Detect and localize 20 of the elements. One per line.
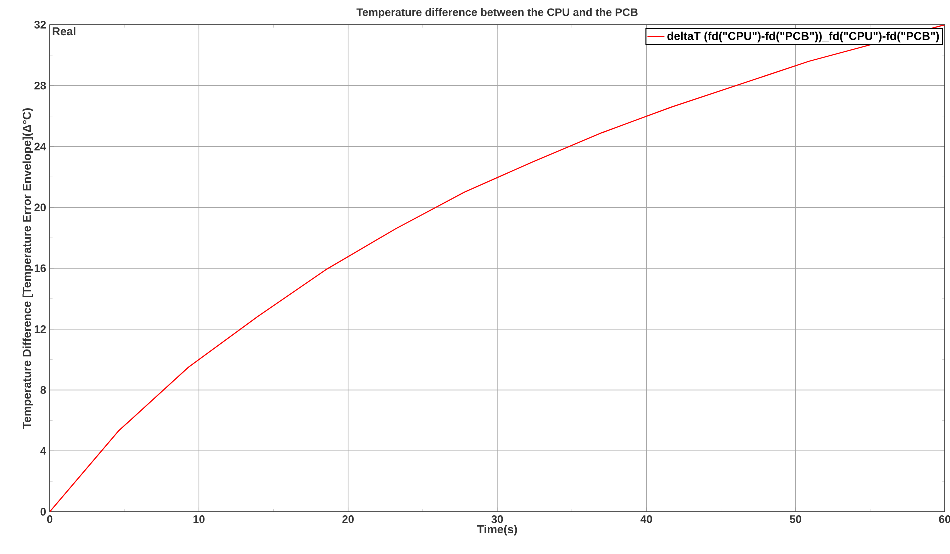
x-axis-title: Time(s) bbox=[477, 525, 518, 536]
y-tick-label: 16 bbox=[34, 264, 46, 272]
x-tick-label: 10 bbox=[194, 516, 205, 524]
y-tick-label: 32 bbox=[34, 21, 46, 29]
y-tick-label: 12 bbox=[34, 326, 46, 334]
y-tick-label: 20 bbox=[34, 204, 46, 212]
y-tick-label: 4 bbox=[40, 447, 46, 455]
chart-title: Temperature difference between the CPU and the PCB bbox=[356, 8, 638, 18]
x-tick-label: 40 bbox=[640, 516, 652, 524]
y-tick-label: 24 bbox=[34, 142, 46, 151]
annotation: Real bbox=[52, 27, 76, 36]
x-tick-label: 20 bbox=[342, 516, 354, 524]
y-tick-label: 28 bbox=[34, 82, 46, 90]
y-axis-title: Temperature Difference [Temperature Error Envelope](Δ°C) bbox=[22, 108, 34, 429]
x-tick-label: 30 bbox=[492, 516, 504, 524]
legend-label: deltaT (fd("CPU")-fd("PCB"))_fd("CPU")-fd("PCB") bbox=[668, 32, 940, 43]
y-tick-label: 8 bbox=[40, 386, 46, 394]
x-tick-label: 0 bbox=[47, 516, 53, 524]
y-tick-label: 0 bbox=[40, 508, 46, 516]
x-tick-label: 50 bbox=[790, 516, 802, 524]
